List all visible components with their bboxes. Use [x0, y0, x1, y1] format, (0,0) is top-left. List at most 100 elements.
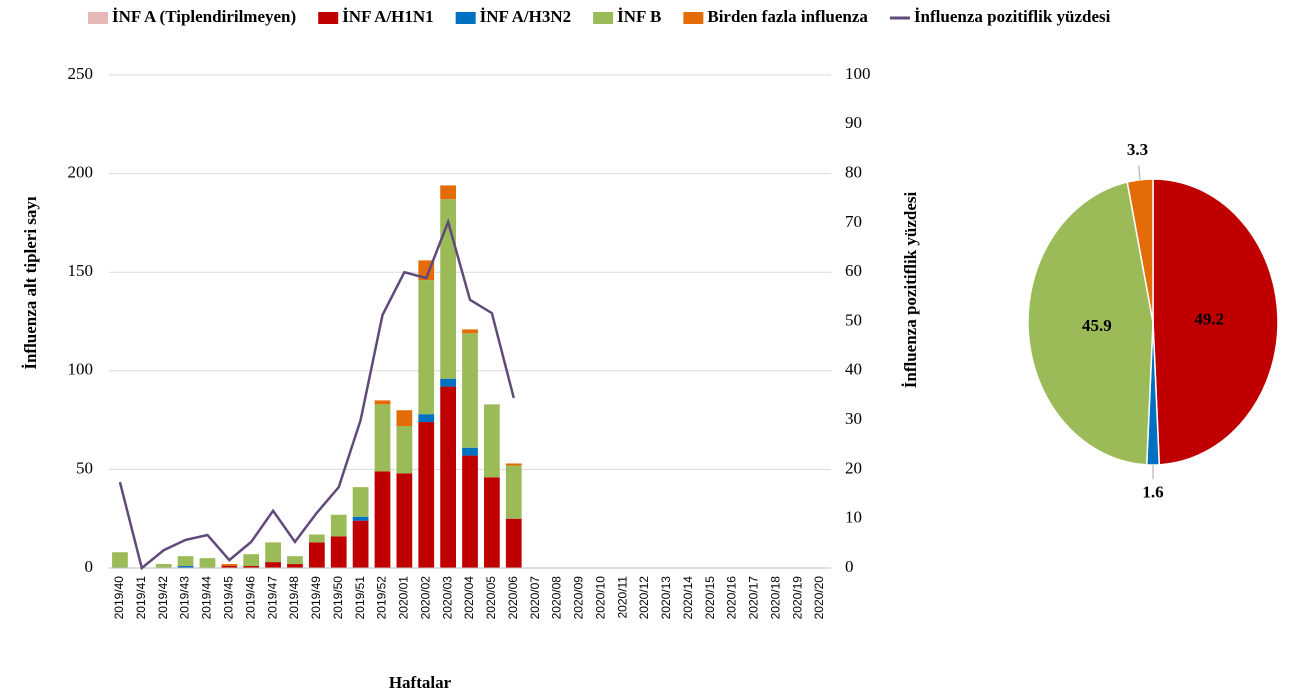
x-tick-label: 2019/40	[112, 576, 126, 620]
y-tick-label: 100	[68, 360, 94, 379]
x-tick-label: 2020/08	[550, 576, 564, 620]
x-tick-label: 2020/14	[681, 576, 695, 620]
bar-segment	[440, 386, 456, 568]
y2-axis-title: İnfluenza pozitiflik yüzdesi	[901, 191, 920, 388]
x-tick-label: 2019/49	[309, 576, 323, 620]
line-series	[118, 217, 515, 571]
bar-segment	[177, 566, 194, 568]
x-tick-label: 2020/19	[790, 576, 804, 620]
x-tick-label: 2020/12	[637, 576, 651, 620]
bar-segment	[352, 520, 369, 568]
bar-segment	[418, 422, 435, 568]
y-axis-title: İnfluenza alt tipleri sayı	[21, 196, 40, 370]
bar-segment	[352, 516, 369, 521]
x-tick-label: 2020/15	[703, 576, 717, 620]
y-tick-label: 150	[68, 261, 94, 280]
x-tick-label: 2020/03	[440, 576, 454, 620]
bar-segment	[308, 542, 325, 568]
bar-segment	[374, 471, 391, 568]
x-tick-label: 2020/02	[418, 576, 432, 620]
x-tick-label: 2019/45	[222, 576, 236, 620]
bar-segment	[287, 564, 303, 568]
x-axis-title: Haftalar	[389, 673, 452, 692]
bar-segment	[396, 473, 413, 568]
x-tick-label: 2020/09	[572, 576, 586, 620]
x-tick-label: 2020/07	[528, 576, 542, 620]
bar-segment	[374, 400, 391, 405]
bar-segment	[243, 554, 260, 567]
x-tick-label: 2019/50	[331, 576, 345, 620]
x-tick-label: 2020/06	[506, 576, 520, 620]
bar-segment	[265, 562, 281, 568]
y-tick-label: 50	[76, 458, 93, 477]
x-tick-label: 2020/20	[812, 576, 826, 620]
legend-label: İNF A/H1N1	[342, 7, 433, 26]
y2-tick-label: 100	[845, 64, 871, 83]
x-tick-label: 2020/17	[747, 576, 761, 620]
bar-segment	[418, 280, 435, 415]
bar-segment	[265, 542, 281, 563]
x-tick-label: 2020/10	[593, 576, 607, 620]
pie-slice	[1126, 178, 1154, 323]
x-tick-label: 2019/44	[200, 576, 214, 620]
bar-segment	[221, 566, 238, 568]
y-tick-label: 0	[85, 557, 94, 576]
bar-segment	[462, 329, 478, 334]
bar-segment	[352, 487, 369, 517]
pie-label: 49.2	[1194, 309, 1224, 328]
bar-segment	[287, 556, 303, 565]
bar-segment	[199, 558, 216, 568]
y2-tick-label: 80	[845, 163, 862, 182]
x-tick-label: 2020/18	[768, 576, 782, 620]
bar-segment	[112, 552, 128, 568]
legend-label: İNF A/H3N2	[480, 7, 571, 26]
bar-segment	[374, 404, 391, 472]
y2-tick-label: 90	[845, 113, 862, 132]
y2-tick-label: 70	[845, 212, 862, 231]
bar-segment	[484, 404, 500, 478]
y2-tick-label: 30	[845, 409, 862, 428]
bar-segment	[221, 564, 238, 567]
x-tick-label: 2019/52	[375, 576, 389, 620]
bar-segment	[155, 564, 172, 568]
bar-segment	[505, 463, 522, 466]
legend-swatch	[455, 12, 476, 24]
bar-segment	[484, 477, 500, 568]
x-tick-label: 2019/48	[287, 576, 301, 620]
bar-segment	[440, 199, 456, 379]
legend-label: İNF A (Tiplendirilmeyen)	[112, 7, 296, 26]
pie-label: 45.9	[1082, 316, 1112, 335]
y2-tick-label: 10	[845, 508, 862, 527]
legend-label: Birden fazla influenza	[707, 7, 868, 26]
bar-segment	[418, 414, 435, 423]
legend-swatch	[318, 12, 339, 24]
bar-segment	[505, 465, 522, 519]
bar-segment	[505, 518, 522, 568]
x-tick-label: 2019/47	[265, 576, 279, 620]
bar-segment	[330, 514, 347, 537]
leader-line	[1138, 165, 1141, 180]
x-tick-label: 2019/41	[134, 576, 148, 620]
legend-swatch	[88, 12, 108, 24]
bar-segment	[440, 185, 456, 200]
x-tick-label: 2019/51	[353, 576, 367, 620]
legend-swatch	[683, 12, 704, 24]
bar-segment	[308, 534, 325, 543]
x-tick-label: 2020/05	[484, 576, 498, 620]
x-tick-label: 2020/13	[659, 576, 673, 620]
bar-segment	[440, 378, 456, 387]
y2-tick-label: 20	[845, 458, 862, 477]
legend-swatch	[593, 12, 614, 24]
bar-segment	[243, 566, 260, 568]
pie-slice	[1152, 178, 1279, 466]
x-tick-label: 2019/46	[243, 576, 257, 620]
x-tick-label: 2020/01	[397, 576, 411, 620]
bar-segment	[177, 556, 194, 567]
x-tick-label: 2019/43	[178, 576, 192, 620]
bar-segment	[396, 426, 413, 474]
bar-segment	[396, 410, 413, 427]
x-tick-label: 2020/11	[615, 576, 629, 619]
pie-slice	[1027, 181, 1154, 466]
y2-tick-label: 40	[845, 360, 862, 379]
